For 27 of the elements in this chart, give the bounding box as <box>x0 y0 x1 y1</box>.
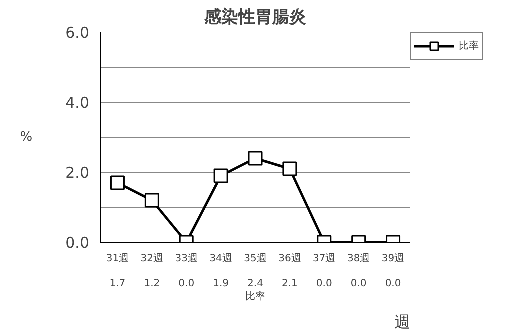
data-label: 0.0 <box>385 278 402 290</box>
data-label: 2.1 <box>282 278 298 290</box>
chart-title: 感染性胃腸炎 <box>204 8 306 28</box>
y-tick-label: 4.0 <box>66 94 90 112</box>
data-label: 2.4 <box>248 278 264 290</box>
x-tick-label: 35週 <box>244 254 267 264</box>
y-tick-label: 0.0 <box>66 234 90 252</box>
data-label: 1.7 <box>110 278 126 290</box>
legend-label: 比率 <box>459 40 479 53</box>
data-label: 1.9 <box>213 278 230 290</box>
y-axis-title: % <box>20 130 33 145</box>
y-tick-label: 2.0 <box>66 164 90 182</box>
x-tick-label: 36週 <box>278 254 302 264</box>
x-tick-label: 31週 <box>106 254 130 264</box>
text: 比率 <box>246 292 266 302</box>
x-tick-label: 38週 <box>347 254 370 264</box>
data-label: 1.2 <box>144 278 160 290</box>
x-tick-label: 39週 <box>382 254 405 264</box>
x-tick-label: 34週 <box>210 254 232 264</box>
data-label: 0.0 <box>316 278 332 290</box>
x-axis-title: 週 <box>394 312 410 332</box>
data-label: 0.0 <box>350 278 367 290</box>
y-tick-label: 6.0 <box>66 24 90 42</box>
x-tick-label: 33週 <box>175 254 198 264</box>
data-label: 0.0 <box>178 278 195 290</box>
x-tick-label: 32週 <box>140 254 164 264</box>
x-tick-label: 37週 <box>313 254 336 264</box>
